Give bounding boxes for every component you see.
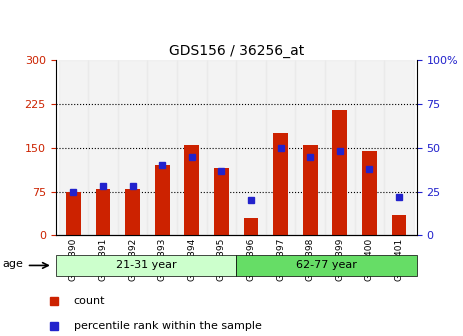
Bar [295,60,325,235]
Bar [95,188,110,235]
Bar [325,60,355,235]
Title: GDS156 / 36256_at: GDS156 / 36256_at [169,44,304,58]
Bar [56,255,236,276]
Bar [266,60,295,235]
Text: count: count [74,296,106,306]
Bar [392,215,407,235]
Bar [118,60,147,235]
Bar [125,188,140,235]
Bar [88,60,118,235]
Text: 62-77 year: 62-77 year [296,260,357,270]
Bar [273,133,288,235]
Text: percentile rank within the sample: percentile rank within the sample [74,321,262,331]
Bar [155,165,169,235]
Bar [147,60,177,235]
Bar [362,151,377,235]
Bar [332,110,347,235]
Bar [206,60,236,235]
Text: 21-31 year: 21-31 year [116,260,176,270]
Bar [384,60,414,235]
Bar [244,218,258,235]
Bar [58,60,88,235]
Bar [303,145,318,235]
Bar [236,255,417,276]
Bar [66,192,81,235]
Bar [355,60,384,235]
Text: age: age [3,259,24,269]
Bar [177,60,206,235]
Bar [214,168,229,235]
Bar [236,60,266,235]
Bar [184,145,199,235]
